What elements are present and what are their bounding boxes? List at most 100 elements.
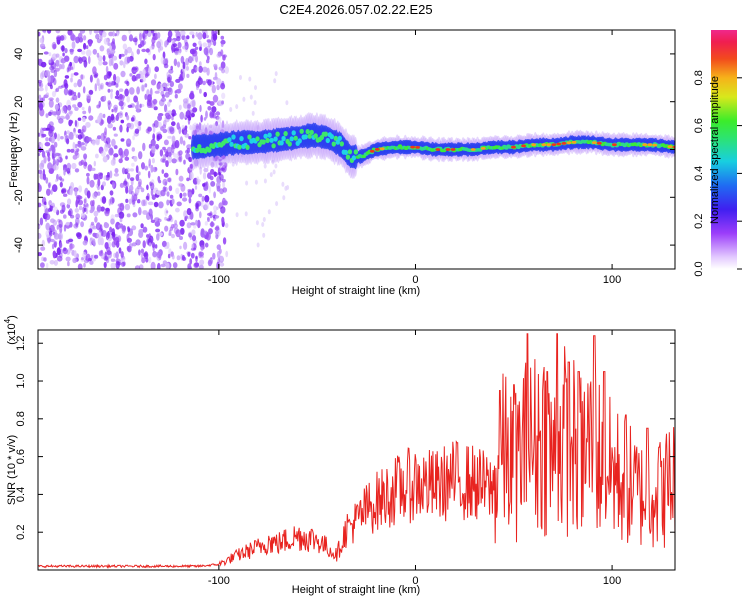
noise-speckle bbox=[105, 65, 109, 74]
noise-speckle bbox=[82, 251, 87, 259]
noise-speckle bbox=[38, 31, 41, 37]
snr-panel: -100 0 100 0.2 0.4 0.6 0.8 1.0 1.2 Height of st… bbox=[3, 315, 676, 596]
noise-speckle bbox=[141, 76, 147, 83]
noise-speckle bbox=[207, 79, 212, 86]
noise-speckle bbox=[85, 45, 89, 50]
noise-speckle bbox=[145, 195, 149, 200]
noise-speckle bbox=[55, 179, 58, 183]
noise-speckle bbox=[132, 135, 135, 141]
noise-speckle bbox=[104, 143, 109, 152]
noise-speckle bbox=[41, 239, 45, 247]
colorbar-label: Normalized spectral amplitude bbox=[709, 76, 721, 224]
noise-speckle bbox=[158, 201, 164, 209]
noise-speckle bbox=[220, 206, 226, 214]
noise-speckle bbox=[47, 30, 52, 34]
noise-speckle bbox=[134, 39, 138, 46]
noise-speckle bbox=[175, 207, 180, 213]
noise-speckle bbox=[110, 113, 115, 121]
noise-speckle bbox=[190, 252, 195, 259]
noise-speckle bbox=[78, 56, 81, 63]
noise-speckle bbox=[38, 225, 41, 229]
noise-speckle bbox=[40, 72, 44, 80]
noise-speckle bbox=[58, 219, 63, 228]
noise-speckle bbox=[142, 30, 148, 38]
noise-speckle bbox=[71, 41, 76, 50]
noise-speckle bbox=[66, 148, 71, 153]
noise-speckle bbox=[138, 151, 143, 160]
noise-speckle bbox=[140, 72, 144, 81]
noise-speckle bbox=[206, 100, 211, 104]
noise-speckle bbox=[136, 100, 139, 108]
noise-speckle bbox=[100, 84, 103, 90]
noise-speckle bbox=[256, 242, 260, 248]
noise-speckle bbox=[222, 187, 228, 193]
noise-speckle bbox=[114, 95, 120, 100]
noise-speckle bbox=[161, 240, 167, 248]
noise-speckle bbox=[169, 127, 175, 135]
noise-speckle bbox=[118, 93, 123, 100]
noise-speckle bbox=[107, 42, 112, 46]
noise-speckle bbox=[147, 201, 154, 206]
noise-speckle bbox=[73, 82, 78, 88]
noise-speckle bbox=[68, 90, 75, 95]
ridge-peak bbox=[571, 140, 577, 144]
noise-speckle bbox=[198, 264, 204, 269]
noise-speckle bbox=[253, 100, 257, 106]
noise-speckle bbox=[187, 103, 191, 112]
noise-speckle bbox=[134, 119, 139, 127]
noise-speckle bbox=[202, 66, 208, 73]
noise-speckle bbox=[156, 251, 162, 259]
noise-speckle bbox=[203, 185, 209, 192]
noise-speckle bbox=[85, 49, 92, 57]
noise-speckle bbox=[273, 78, 277, 84]
noise-speckle bbox=[213, 191, 217, 199]
noise-speckle bbox=[207, 216, 210, 221]
noise-speckle bbox=[161, 169, 165, 174]
noise-speckle bbox=[47, 75, 51, 84]
noise-speckle bbox=[152, 125, 156, 133]
noise-speckle bbox=[221, 120, 225, 129]
noise-speckle bbox=[193, 224, 197, 229]
noise-speckle bbox=[128, 122, 135, 130]
noise-speckle bbox=[82, 206, 86, 214]
noise-speckle bbox=[120, 119, 125, 124]
noise-speckle bbox=[168, 69, 174, 74]
noise-speckle bbox=[139, 33, 142, 41]
noise-speckle bbox=[175, 168, 179, 176]
noise-speckle bbox=[115, 90, 120, 97]
noise-speckle bbox=[106, 115, 112, 124]
noise-speckle bbox=[56, 209, 60, 216]
noise-speckle bbox=[133, 95, 139, 103]
ridge-core bbox=[281, 135, 286, 142]
noise-speckle bbox=[191, 188, 195, 195]
ridge-core bbox=[237, 144, 242, 150]
noise-speckle bbox=[198, 122, 202, 131]
noise-speckle bbox=[190, 112, 195, 118]
noise-speckle bbox=[194, 185, 198, 190]
noise-speckle bbox=[194, 46, 199, 50]
noise-speckle bbox=[38, 132, 41, 137]
noise-speckle bbox=[50, 62, 57, 70]
noise-speckle bbox=[216, 53, 222, 58]
noise-speckle bbox=[120, 53, 125, 57]
noise-speckle bbox=[167, 76, 171, 83]
svg-text:(x104): (x104) bbox=[3, 315, 18, 345]
noise-speckle bbox=[121, 151, 126, 158]
noise-speckle bbox=[163, 172, 169, 178]
noise-speckle bbox=[135, 104, 140, 113]
noise-speckle bbox=[144, 58, 148, 65]
noise-speckle bbox=[184, 125, 188, 130]
noise-speckle bbox=[118, 111, 124, 119]
noise-speckle bbox=[133, 193, 138, 202]
colorbar-gradient bbox=[711, 30, 737, 269]
noise-speckle bbox=[199, 46, 202, 51]
noise-speckle bbox=[126, 46, 133, 54]
noise-speckle bbox=[82, 116, 86, 123]
noise-speckle bbox=[191, 34, 195, 39]
noise-speckle bbox=[199, 88, 202, 94]
noise-speckle bbox=[47, 151, 50, 158]
noise-speckle bbox=[142, 142, 146, 152]
noise-speckle bbox=[140, 223, 144, 229]
noise-speckle bbox=[45, 127, 50, 131]
noise-speckle bbox=[162, 158, 166, 163]
